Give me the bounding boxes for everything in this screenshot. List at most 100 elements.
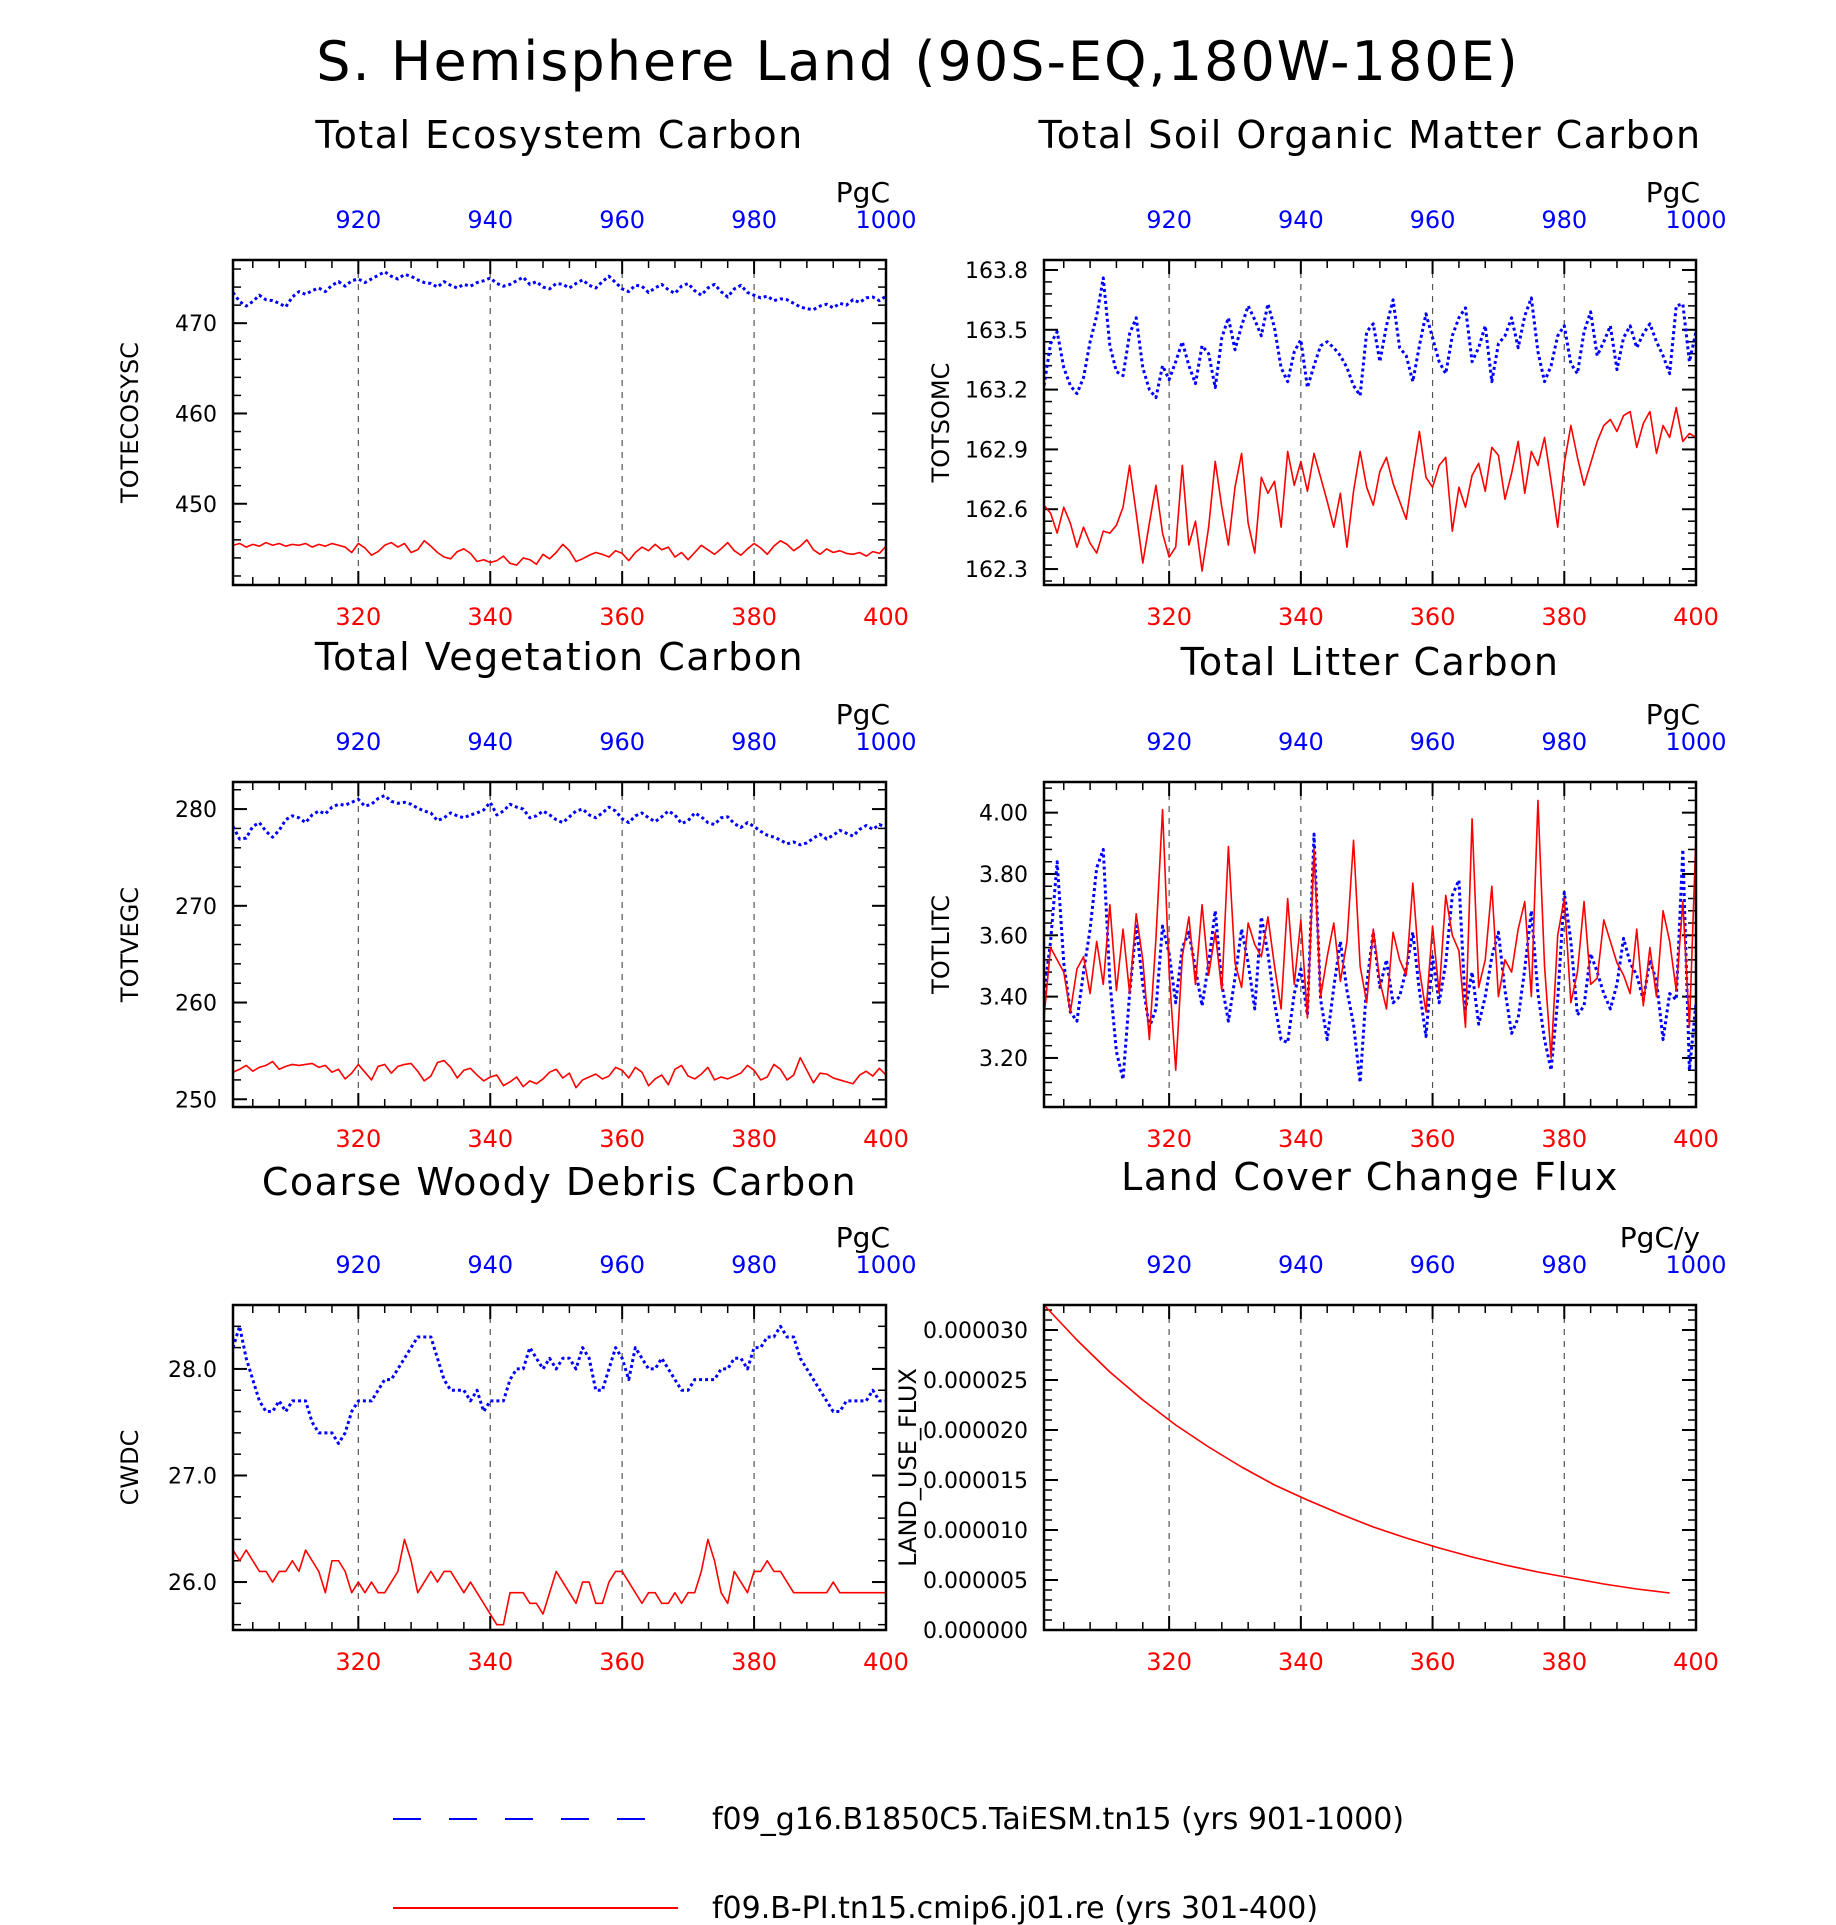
x-top-tick-label: 920 [1146, 728, 1192, 756]
y-tick-label: 250 [175, 1088, 217, 1113]
x-top-tick-label: 960 [599, 728, 645, 756]
x-top-tick-label: 1000 [1665, 1251, 1726, 1279]
x-tick-label: 320 [335, 603, 381, 631]
y-tick-label: 450 [175, 493, 217, 518]
panel-4: Total Litter Carbon 320 340 360 380 400 920 940… [927, 640, 1727, 1153]
x-top-tick-label: 1000 [1665, 206, 1726, 234]
x-tick-label: 320 [1146, 1125, 1192, 1153]
x-top-tick-label: 960 [1410, 206, 1456, 234]
y-axis-label: TOTVEGC [116, 887, 144, 1003]
series-red-line [1044, 406, 1696, 572]
x-tick-label: 360 [1410, 1648, 1456, 1676]
x-top-tick-label: 920 [335, 1251, 381, 1279]
x-top-tick-label: 940 [1278, 206, 1324, 234]
y-tick-label: 162.9 [965, 438, 1028, 463]
x-top-tick-label: 960 [1410, 728, 1456, 756]
x-top-tick-label: 980 [1541, 206, 1587, 234]
series-red-line [233, 539, 886, 566]
x-top-tick-label: 940 [467, 1251, 513, 1279]
panel-3: Total Vegetation Carbon 320 340 360 380 400 92… [116, 635, 917, 1153]
y-tick-label: 0.000025 [923, 1369, 1028, 1394]
x-top-tick-label: 980 [1541, 1251, 1587, 1279]
panel-title: Total Litter Carbon [1180, 640, 1560, 684]
x-top-tick-label: 940 [467, 206, 513, 234]
series-red-line [233, 1056, 886, 1089]
x-tick-label: 400 [1673, 1125, 1719, 1153]
x-top-tick-label: 1000 [855, 1251, 916, 1279]
plot-frame [1042, 780, 1698, 1109]
legend-label-blue: f09_g16.B1850C5.TaiESM.tn15 (yrs 901-100… [712, 1802, 1404, 1837]
panel-title: Total Soil Organic Matter Carbon [1037, 113, 1701, 157]
x-top-tick-label: 920 [1146, 206, 1192, 234]
panel-5: Coarse Woody Debris Carbon 320 340 360 380 40… [116, 1160, 917, 1676]
y-axis-label: TOTECOSYSC [116, 342, 144, 504]
plot-frame [231, 1303, 888, 1632]
x-tick-label: 380 [731, 1125, 777, 1153]
x-tick-label: 340 [467, 1125, 513, 1153]
x-top-tick-label: 920 [1146, 1251, 1192, 1279]
panels: Total Ecosystem Carbon 320 340 360 380 400 920… [116, 113, 1727, 1676]
y-tick-label: 3.20 [979, 1047, 1028, 1072]
y-axis-label: LAND_USE_FLUX [894, 1368, 922, 1567]
x-top-tick-label: 960 [599, 206, 645, 234]
y-tick-label: 3.60 [979, 924, 1028, 949]
panel-6: Land Cover Change Flux 320 340 360 380 400 920… [894, 1155, 1727, 1676]
y-tick-label: 470 [175, 312, 217, 337]
y-tick-label: 0.000000 [923, 1619, 1028, 1644]
y-tick-label: 260 [175, 992, 217, 1017]
unit-label: PgC/y [1620, 1221, 1700, 1254]
series-blue-line [1044, 276, 1696, 400]
x-tick-label: 400 [863, 1648, 909, 1676]
x-tick-label: 340 [467, 1648, 513, 1676]
series-blue-line [233, 270, 886, 312]
y-axis-label: TOTSOMC [927, 363, 955, 484]
x-top-tick-label: 920 [335, 728, 381, 756]
y-tick-label: 0.000015 [923, 1469, 1028, 1494]
x-top-tick-label: 980 [731, 728, 777, 756]
series-blue-line [233, 794, 886, 847]
x-tick-label: 360 [599, 1648, 645, 1676]
y-tick-label: 460 [175, 402, 217, 427]
plot-frame [231, 258, 888, 587]
y-tick-label: 0.000020 [923, 1419, 1028, 1444]
panel-title: Total Ecosystem Carbon [314, 113, 803, 157]
x-tick-label: 400 [1673, 603, 1719, 631]
x-tick-label: 380 [1541, 1125, 1587, 1153]
x-tick-label: 340 [1278, 1125, 1324, 1153]
x-tick-label: 380 [731, 1648, 777, 1676]
x-top-tick-label: 1000 [855, 206, 916, 234]
x-tick-label: 320 [335, 1648, 381, 1676]
x-tick-label: 320 [1146, 1648, 1192, 1676]
panel-title: Land Cover Change Flux [1121, 1155, 1619, 1199]
x-tick-label: 320 [1146, 603, 1192, 631]
x-tick-label: 320 [335, 1125, 381, 1153]
y-tick-label: 3.40 [979, 986, 1028, 1011]
figure-title: S. Hemisphere Land (90S-EQ,180W-180E) [316, 30, 1520, 93]
x-tick-label: 380 [1541, 603, 1587, 631]
x-tick-label: 360 [599, 603, 645, 631]
x-tick-label: 360 [1410, 603, 1456, 631]
x-top-tick-label: 1000 [855, 728, 916, 756]
x-tick-label: 340 [467, 603, 513, 631]
series-red-line [233, 1538, 886, 1626]
x-tick-label: 400 [1673, 1648, 1719, 1676]
x-top-tick-label: 1000 [1665, 728, 1726, 756]
unit-label: PgC [1646, 698, 1700, 731]
y-tick-label: 270 [175, 895, 217, 920]
x-top-tick-label: 960 [1410, 1251, 1456, 1279]
y-tick-label: 26.0 [168, 1571, 217, 1596]
y-tick-label: 27.0 [168, 1464, 217, 1489]
legend: f09_g16.B1850C5.TaiESM.tn15 (yrs 901-100… [393, 1802, 1404, 1925]
x-tick-label: 380 [731, 603, 777, 631]
x-top-tick-label: 980 [1541, 728, 1587, 756]
panel-1: Total Ecosystem Carbon 320 340 360 380 400 920… [116, 113, 917, 631]
series-red-line [1044, 799, 1696, 1072]
y-tick-label: 162.3 [965, 558, 1028, 583]
y-tick-label: 0.000030 [923, 1319, 1028, 1344]
x-top-tick-label: 940 [467, 728, 513, 756]
y-tick-label: 162.6 [965, 498, 1028, 523]
y-axis-label: TOTLITC [927, 895, 955, 995]
legend-label-red: f09.B-PI.tn15.cmip6.j01.re (yrs 301-400) [712, 1891, 1318, 1925]
x-tick-label: 400 [863, 603, 909, 631]
x-tick-label: 340 [1278, 1648, 1324, 1676]
